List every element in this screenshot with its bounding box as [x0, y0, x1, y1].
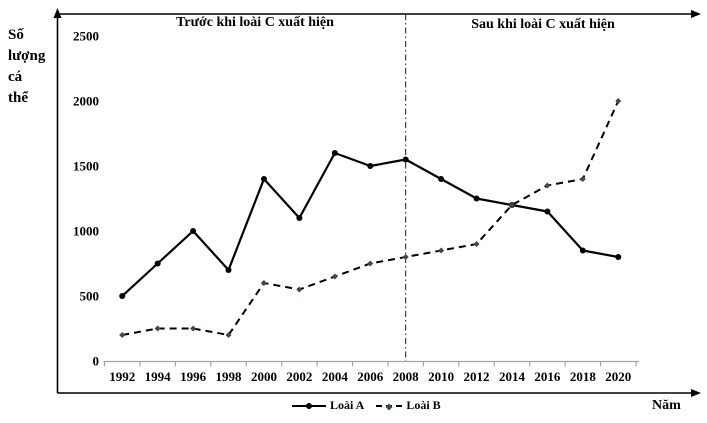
y-tick-label-500: 500	[80, 289, 100, 304]
x-tick-label-2000: 2000	[251, 369, 277, 384]
legend-solid-line-sample	[292, 402, 326, 409]
diamond-marker-icon	[385, 402, 393, 411]
legend-item-species-b: Loài B	[376, 398, 441, 413]
legend: Loài A Loài B	[292, 398, 441, 413]
right-arrowhead-icon	[691, 389, 701, 397]
x-tick-label-2014: 2014	[499, 369, 526, 384]
data-point-b-2006	[367, 260, 374, 267]
data-point-a-2020	[615, 254, 622, 260]
legend-label-species-b: Loài B	[406, 398, 441, 412]
data-point-a-1998	[225, 267, 232, 273]
data-point-a-2016	[544, 208, 551, 215]
legend-item-species-a: Loài A	[292, 398, 364, 413]
data-point-b-2002	[296, 286, 303, 293]
x-tick-label-2012: 2012	[464, 369, 490, 384]
data-point-b-2016	[544, 182, 551, 189]
y-axis-label-line: lượng	[8, 48, 46, 64]
data-point-a-2012	[473, 195, 480, 202]
annotation-after-species-c: Sau khi loài C xuất hiện	[471, 17, 615, 32]
data-point-b-1994	[154, 325, 161, 332]
y-tick-label-0: 0	[93, 354, 100, 369]
x-tick-label-2004: 2004	[322, 369, 349, 384]
x-axis-label: Năm	[652, 398, 681, 413]
data-point-a-2000	[260, 176, 267, 182]
x-tick-label-2020: 2020	[605, 369, 631, 384]
data-point-a-1996	[190, 228, 197, 234]
data-point-a-2018	[579, 247, 586, 254]
data-point-a-2008	[402, 156, 409, 163]
data-point-a-1994	[154, 260, 161, 267]
data-point-a-1992	[119, 293, 126, 299]
series-line-a	[121, 151, 619, 297]
y-axis-label: Số lượng cá thể	[8, 25, 45, 109]
right-arrowhead-icon	[691, 10, 701, 18]
circle-marker-icon	[306, 402, 312, 409]
data-point-b-2000	[260, 280, 267, 286]
x-tick-label-2002: 2002	[286, 369, 312, 384]
data-point-b-2008	[402, 254, 409, 260]
data-point-b-2004	[331, 273, 338, 280]
x-tick-label-2018: 2018	[570, 369, 597, 384]
x-tick-label-2008: 2008	[393, 369, 420, 384]
data-point-a-2002	[296, 215, 303, 221]
data-point-a-2006	[367, 163, 374, 169]
data-point-b-2012	[473, 241, 480, 247]
up-arrowhead-icon	[53, 8, 62, 18]
data-point-b-2018	[579, 176, 586, 182]
data-point-a-2010	[438, 176, 445, 182]
legend-dashed-line-sample	[376, 402, 403, 411]
x-tick-label-2010: 2010	[428, 369, 454, 384]
data-point-a-2004	[331, 150, 338, 156]
x-tick-label-1994: 1994	[145, 369, 172, 384]
data-point-b-1998	[225, 332, 232, 338]
y-axis-label-line: thể	[8, 90, 28, 106]
annotation-before-species-c: Trước khi loài C xuất hiện	[176, 15, 334, 30]
data-point-b-1992	[119, 332, 126, 338]
series-line-b	[122, 100, 620, 336]
y-tick-label-2000: 2000	[73, 94, 99, 109]
x-tick-label-1998: 1998	[216, 369, 243, 384]
legend-label-species-a: Loài A	[330, 398, 365, 412]
data-point-b-2010	[438, 247, 445, 254]
x-tick-label-1996: 1996	[180, 369, 207, 384]
y-axis-label-line: cá	[8, 69, 23, 85]
x-tick-label-1992: 1992	[109, 369, 135, 384]
data-point-b-2014	[508, 202, 515, 208]
data-point-b-2020	[615, 98, 622, 104]
y-tick-label-2500: 2500	[73, 29, 99, 44]
x-tick-label-2006: 2006	[357, 369, 384, 384]
data-point-b-1996	[190, 325, 197, 332]
y-axis-label-line: Số	[8, 27, 24, 43]
x-tick-label-2016: 2016	[534, 369, 561, 384]
y-tick-label-1000: 1000	[73, 224, 99, 239]
y-tick-label-1500: 1500	[73, 159, 99, 174]
